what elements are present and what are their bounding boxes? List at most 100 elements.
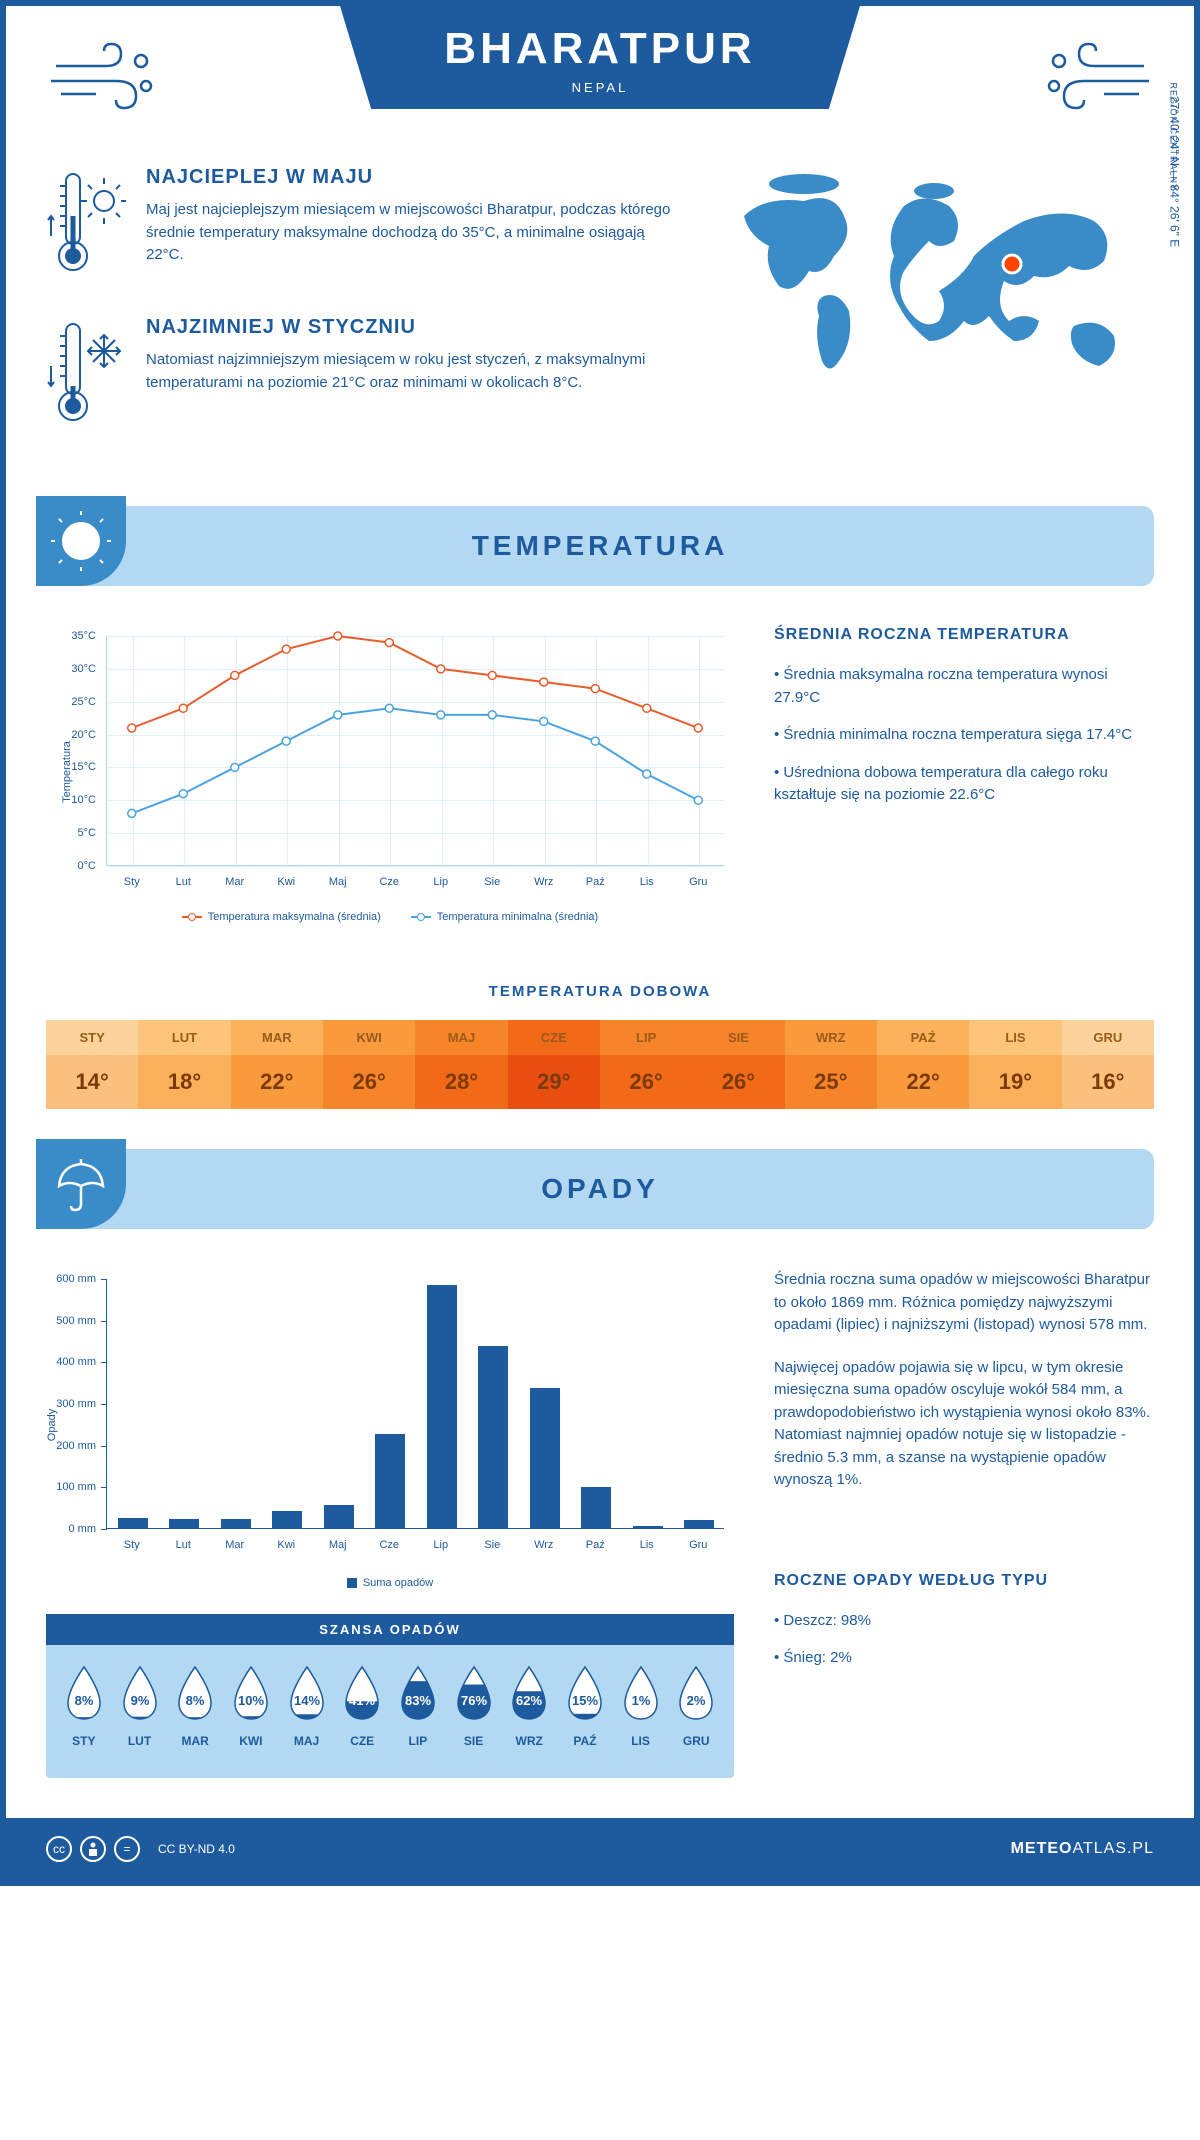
daily-month-label: STY bbox=[46, 1020, 138, 1055]
y-tick-label: 300 mm bbox=[46, 1398, 96, 1410]
chance-drop: 14% MAJ bbox=[279, 1665, 335, 1748]
daily-temp-heading: TEMPERATURA DOBOWA bbox=[6, 983, 1194, 1000]
umbrella-icon bbox=[36, 1139, 126, 1229]
bar bbox=[684, 1520, 714, 1528]
stat-bullet: • Średnia maksymalna roczna temperatura … bbox=[774, 664, 1154, 709]
wind-icon-left bbox=[46, 36, 166, 116]
precip-type-bullet: • Deszcz: 98% bbox=[774, 1610, 1154, 1633]
chance-pct: 83% bbox=[405, 1693, 431, 1708]
chance-heading: SZANSA OPADÓW bbox=[46, 1614, 734, 1645]
bar bbox=[375, 1434, 405, 1528]
drop-icon: 9% bbox=[118, 1665, 162, 1721]
bar-legend-label: Suma opadów bbox=[363, 1577, 433, 1589]
chance-month: LIP bbox=[390, 1734, 446, 1748]
x-tick-label: Sie bbox=[484, 1539, 500, 1551]
warmest-heading: NAJCIEPLEJ W MAJU bbox=[146, 166, 684, 189]
chance-drop: 62% WRZ bbox=[501, 1665, 557, 1748]
chance-month: KWI bbox=[223, 1734, 279, 1748]
bar bbox=[221, 1519, 251, 1528]
drop-icon: 2% bbox=[674, 1665, 718, 1721]
coordinates-label: 27° 40' 24" N — 84° 26' 6" E bbox=[1167, 96, 1181, 247]
chance-drop: 10% KWI bbox=[223, 1665, 279, 1748]
coldest-heading: NAJZIMNIEJ W STYCZNIU bbox=[146, 316, 684, 339]
chance-pct: 1% bbox=[631, 1693, 650, 1708]
temperature-legend: Temperatura maksymalna (średnia)Temperat… bbox=[46, 911, 734, 923]
daily-temp-value: 22° bbox=[231, 1055, 323, 1109]
chance-pct: 8% bbox=[74, 1693, 93, 1708]
chance-pct: 8% bbox=[186, 1693, 205, 1708]
chance-drop: 41% CZE bbox=[334, 1665, 390, 1748]
footer-logo: METEOATLAS.PL bbox=[1011, 1840, 1154, 1858]
drop-icon: 1% bbox=[619, 1665, 663, 1721]
thermometer-hot-icon bbox=[46, 166, 126, 286]
y-tick-label: 30°C bbox=[46, 663, 96, 675]
chance-pct: 9% bbox=[130, 1693, 149, 1708]
chance-month: SIE bbox=[446, 1734, 502, 1748]
daily-temp-col: KWI 26° bbox=[323, 1020, 415, 1109]
header: BHARATPUR NEPAL bbox=[6, 6, 1194, 136]
chance-month: PAŹ bbox=[557, 1734, 613, 1748]
bar bbox=[118, 1518, 148, 1528]
x-tick-label: Lis bbox=[640, 876, 654, 888]
license-badges: cc = CC BY-ND 4.0 bbox=[46, 1836, 235, 1862]
x-tick-label: Lip bbox=[433, 876, 448, 888]
daily-temp-value: 26° bbox=[323, 1055, 415, 1109]
drop-icon: 41% bbox=[340, 1665, 384, 1721]
map-column: REGION CENTRALNY 27° 40' 24" N — 84° 26'… bbox=[714, 166, 1154, 466]
bar bbox=[633, 1526, 663, 1528]
bar bbox=[169, 1519, 199, 1528]
y-tick-label: 0°C bbox=[46, 860, 96, 872]
title-banner: BHARATPUR NEPAL bbox=[340, 6, 860, 109]
y-tick-label: 500 mm bbox=[46, 1315, 96, 1327]
footer: cc = CC BY-ND 4.0 METEOATLAS.PL bbox=[6, 1818, 1194, 1880]
wind-icon-right bbox=[1034, 36, 1154, 116]
precipitation-content: Opady0 mm100 mm200 mm300 mm400 mm500 mm6… bbox=[6, 1229, 1194, 1818]
precip-paragraph-2: Najwięcej opadów pojawia się w lipcu, w … bbox=[774, 1357, 1154, 1492]
bar bbox=[324, 1505, 354, 1528]
x-tick-label: Lip bbox=[433, 1539, 448, 1551]
daily-temp-col: GRU 16° bbox=[1062, 1020, 1154, 1109]
sun-icon bbox=[36, 496, 126, 586]
precip-type-heading: ROCZNE OPADY WEDŁUG TYPU bbox=[774, 1572, 1154, 1590]
temperature-chart: Temperatura0°C5°C10°C15°C20°C25°C30°C35°… bbox=[46, 626, 734, 923]
coldest-text: Natomiast najzimniejszym miesiącem w rok… bbox=[146, 349, 684, 394]
daily-month-label: PAŹ bbox=[877, 1020, 969, 1055]
chance-drop: 76% SIE bbox=[446, 1665, 502, 1748]
precipitation-chance-box: SZANSA OPADÓW 8% STY 9% LUT 8 bbox=[46, 1614, 734, 1778]
annual-temp-heading: ŚREDNIA ROCZNA TEMPERATURA bbox=[774, 626, 1154, 644]
temperature-title: TEMPERATURA bbox=[46, 530, 1154, 562]
x-tick-label: Kwi bbox=[277, 876, 295, 888]
x-tick-label: Cze bbox=[379, 876, 399, 888]
x-tick-label: Mar bbox=[225, 1539, 244, 1551]
x-tick-label: Paź bbox=[586, 876, 605, 888]
location-marker bbox=[1003, 255, 1021, 273]
y-tick-label: 20°C bbox=[46, 729, 96, 741]
daily-month-label: GRU bbox=[1062, 1020, 1154, 1055]
chance-pct: 41% bbox=[349, 1693, 375, 1708]
city-name: BHARATPUR bbox=[340, 24, 860, 74]
x-tick-label: Mar bbox=[225, 876, 244, 888]
daily-month-label: LIP bbox=[600, 1020, 692, 1055]
chance-pct: 2% bbox=[687, 1693, 706, 1708]
precip-type-bullet: • Śnieg: 2% bbox=[774, 1647, 1154, 1670]
precipitation-text-column: Średnia roczna suma opadów w miejscowośc… bbox=[774, 1269, 1154, 1778]
daily-temp-value: 29° bbox=[508, 1055, 600, 1109]
y-tick-label: 100 mm bbox=[46, 1481, 96, 1493]
y-tick-label: 400 mm bbox=[46, 1356, 96, 1368]
daily-month-label: LUT bbox=[138, 1020, 230, 1055]
intro-section: NAJCIEPLEJ W MAJU Maj jest najcieplejszy… bbox=[6, 136, 1194, 506]
chance-month: LUT bbox=[112, 1734, 168, 1748]
x-tick-label: Maj bbox=[329, 876, 347, 888]
warmest-text: Maj jest najcieplejszym miesiącem w miej… bbox=[146, 199, 684, 267]
daily-temp-col: LUT 18° bbox=[138, 1020, 230, 1109]
drop-icon: 10% bbox=[229, 1665, 273, 1721]
chance-pct: 10% bbox=[238, 1693, 264, 1708]
country-name: NEPAL bbox=[340, 80, 860, 95]
bar bbox=[272, 1511, 302, 1528]
drop-icon: 8% bbox=[62, 1665, 106, 1721]
temperature-stats: ŚREDNIA ROCZNA TEMPERATURA • Średnia mak… bbox=[774, 626, 1154, 923]
x-tick-label: Sty bbox=[124, 1539, 140, 1551]
y-tick-label: 10°C bbox=[46, 794, 96, 806]
daily-month-label: LIS bbox=[969, 1020, 1061, 1055]
y-tick-label: 35°C bbox=[46, 630, 96, 642]
